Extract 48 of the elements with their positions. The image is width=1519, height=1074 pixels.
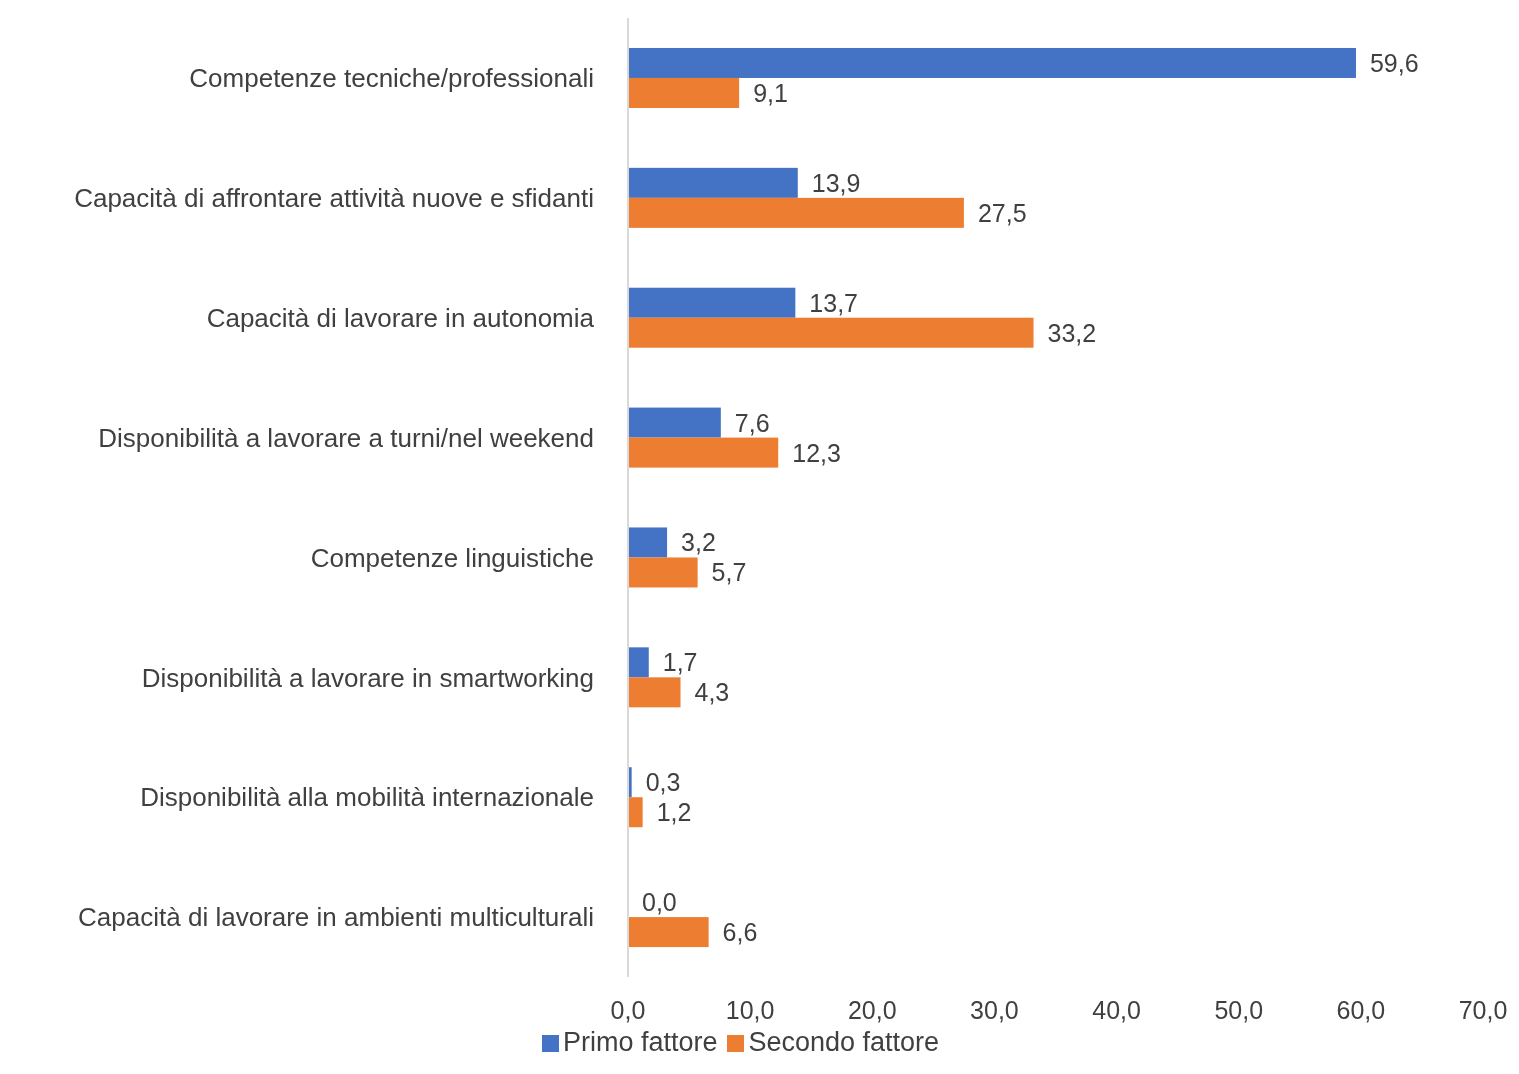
legend-label: Secondo fattore <box>748 1027 940 1057</box>
data-label: 27,5 <box>977 198 1027 227</box>
x-tick-label: 0,0 <box>610 995 646 1024</box>
y-tick-label: Capacità di lavorare in autonomia <box>206 302 595 333</box>
bar <box>628 647 649 678</box>
x-tick-label: 30,0 <box>970 995 1019 1024</box>
data-label: 6,6 <box>722 918 758 947</box>
data-label: 33,2 <box>1047 318 1097 347</box>
bar <box>628 287 796 318</box>
data-label: 12,3 <box>792 438 841 467</box>
y-tick-label: Disponibilità a lavorare a turni/nel weekend <box>98 422 594 453</box>
data-label: 5,7 <box>711 558 747 587</box>
y-tick-label: Capacità di affrontare attività nuove e sfidanti <box>74 183 594 214</box>
bar <box>628 407 721 438</box>
data-label: 1,7 <box>662 648 698 677</box>
y-tick-label: Disponibilità a lavorare in smartworking <box>141 662 594 693</box>
x-tick-label: 10,0 <box>725 995 775 1024</box>
y-tick-label: Capacità di lavorare in ambienti multiculturali <box>78 902 594 933</box>
data-label: 4,3 <box>694 678 730 707</box>
data-label: 7,6 <box>734 408 770 437</box>
x-tick-label: 60,0 <box>1336 995 1386 1024</box>
data-label: 59,6 <box>1369 48 1419 77</box>
data-label: 0,0 <box>642 888 677 917</box>
bar <box>628 917 709 948</box>
data-label: 3,2 <box>681 528 716 557</box>
data-label: 9,1 <box>753 78 788 107</box>
y-tick-label: Competenze linguistiche <box>310 542 594 573</box>
bar <box>628 77 740 108</box>
bar <box>628 437 779 468</box>
bar <box>628 197 964 228</box>
x-tick-label: 20,0 <box>847 995 897 1024</box>
bar <box>628 317 1034 348</box>
y-tick-label: Competenze tecniche/professionali <box>189 63 594 94</box>
bar <box>628 527 668 558</box>
data-label: 0,3 <box>645 768 681 797</box>
y-tick-label: Disponibilità alla mobilità internazionale <box>140 782 594 813</box>
bar <box>628 167 798 198</box>
x-tick-label: 40,0 <box>1092 995 1141 1024</box>
data-label: 13,7 <box>809 288 859 317</box>
bar <box>628 47 1356 78</box>
x-tick-label: 70,0 <box>1458 995 1508 1024</box>
x-tick-label: 50,0 <box>1214 995 1264 1024</box>
data-label: 1,2 <box>656 798 692 827</box>
legend-label: Primo fattore <box>562 1027 718 1057</box>
bar <box>628 557 698 588</box>
bar <box>628 677 681 708</box>
bar <box>628 797 643 828</box>
data-label: 13,9 <box>811 168 861 197</box>
